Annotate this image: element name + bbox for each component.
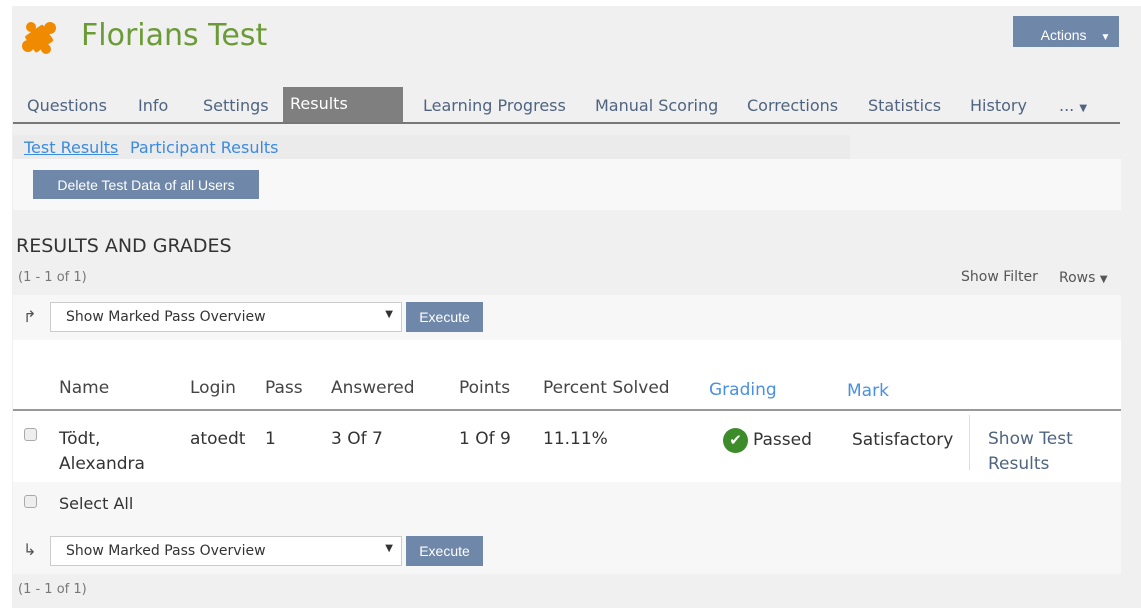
more-label: ... [1059,96,1075,115]
rows-label: Rows [1059,270,1096,286]
tab-questions[interactable]: Questions [27,96,107,115]
tab-info[interactable]: Info [138,96,169,115]
caret-down-icon: ▼ [1099,274,1108,285]
cell-pass: 1 [265,429,276,449]
caret-down-icon: ▼ [385,543,393,554]
cell-grading: Passed [753,430,812,450]
bulk-action-select-bottom[interactable]: Show Marked Pass Overview ▼ [50,536,402,566]
select-all-label[interactable]: Select All [59,494,134,513]
caret-down-icon: ▼ [1079,103,1088,114]
result-count-bottom: (1 - 1 of 1) [18,582,87,597]
row-checkbox[interactable] [24,428,37,441]
tab-learning-progress[interactable]: Learning Progress [423,96,566,115]
tab-manual-scoring[interactable]: Manual Scoring [595,96,719,115]
tab-history[interactable]: History [970,96,1027,115]
cell-percent-solved: 11.11% [543,429,608,449]
cell-mark: Satisfactory [852,430,954,450]
cell-name: Tödt, Alexandra [59,427,145,477]
actions-label: Actions [1040,27,1087,43]
cell-login: atoedt [190,429,246,449]
name-first: Alexandra [59,454,145,474]
subtab-participant-results[interactable]: Participant Results [130,138,279,157]
show-filter-link[interactable]: Show Filter [961,269,1038,285]
cell-points: 1 Of 9 [459,429,511,449]
select-value: Show Marked Pass Overview [66,309,266,325]
tab-more[interactable]: ... ▼ [1059,96,1087,115]
caret-down-icon: ▼ [385,309,393,320]
column-header-grading[interactable]: Grading [709,380,777,400]
column-header-answered[interactable]: Answered [331,378,415,398]
tab-divider [13,122,1120,124]
column-header-name[interactable]: Name [59,378,110,398]
column-header-login[interactable]: Login [190,378,236,398]
section-heading: RESULTS AND GRADES [16,235,232,257]
cell-answered: 3 Of 7 [331,429,383,449]
tab-settings[interactable]: Settings [203,96,269,115]
arrow-turn-right-icon: ↱ [23,307,37,326]
rows-dropdown[interactable]: Rows ▼ [1059,270,1108,286]
check-circle-icon: ✔ [723,428,748,453]
column-divider [969,415,970,470]
subtab-bar [13,135,850,159]
column-header-points[interactable]: Points [459,378,511,398]
column-header-pass[interactable]: Pass [265,378,303,398]
page-title: Florians Test [81,18,268,53]
execute-button-top[interactable]: Execute [406,302,483,332]
name-last: Tödt, [59,429,101,449]
tab-corrections[interactable]: Corrections [747,96,839,115]
tab-results[interactable]: Results [283,87,403,123]
select-value: Show Marked Pass Overview [66,543,266,559]
delete-test-data-button[interactable]: Delete Test Data of all Users [33,170,259,199]
column-header-mark[interactable]: Mark [847,381,889,401]
results-table [13,340,1121,482]
arrow-turn-down-icon: ↳ [23,540,37,559]
actions-button[interactable]: Actions ▼ [1013,16,1119,47]
puzzle-icon [22,22,56,54]
execute-button-bottom[interactable]: Execute [406,536,483,566]
select-all-checkbox[interactable] [24,495,37,508]
result-count-top: (1 - 1 of 1) [18,270,87,285]
bulk-action-select-top[interactable]: Show Marked Pass Overview ▼ [50,302,402,332]
header-divider [13,409,1121,411]
caret-down-icon: ▼ [1100,32,1111,43]
column-header-percent-solved[interactable]: Percent Solved [543,378,670,398]
subtab-test-results[interactable]: Test Results [24,138,119,157]
show-test-results-link[interactable]: Show Test Results [988,429,1073,474]
tab-statistics[interactable]: Statistics [868,96,942,115]
